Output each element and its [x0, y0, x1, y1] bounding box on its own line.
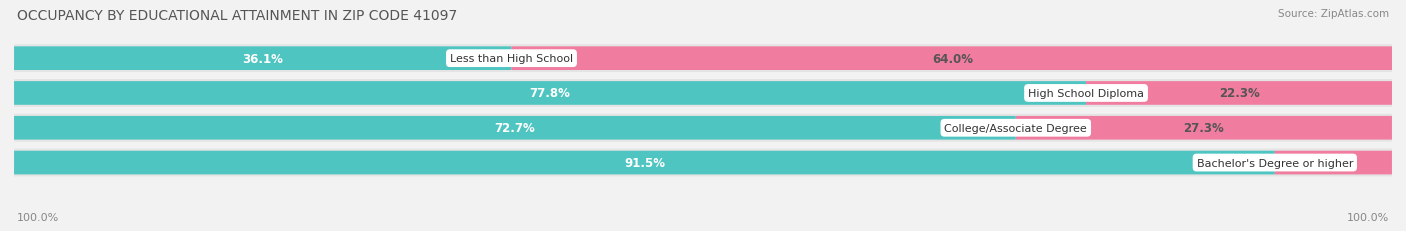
FancyBboxPatch shape — [14, 82, 1085, 105]
FancyBboxPatch shape — [1275, 151, 1392, 175]
Text: Less than High School: Less than High School — [450, 54, 574, 64]
FancyBboxPatch shape — [14, 151, 1275, 175]
FancyBboxPatch shape — [14, 80, 1392, 107]
Text: OCCUPANCY BY EDUCATIONAL ATTAINMENT IN ZIP CODE 41097: OCCUPANCY BY EDUCATIONAL ATTAINMENT IN Z… — [17, 9, 457, 23]
FancyBboxPatch shape — [1015, 116, 1392, 140]
Text: 36.1%: 36.1% — [242, 52, 283, 65]
Text: Bachelor's Degree or higher: Bachelor's Degree or higher — [1197, 158, 1353, 168]
FancyBboxPatch shape — [14, 114, 1392, 142]
FancyBboxPatch shape — [14, 149, 1392, 177]
Text: 100.0%: 100.0% — [17, 212, 59, 222]
FancyBboxPatch shape — [14, 47, 512, 71]
Text: College/Associate Degree: College/Associate Degree — [945, 123, 1087, 133]
FancyBboxPatch shape — [14, 45, 1392, 73]
Text: 72.7%: 72.7% — [495, 122, 536, 135]
Text: High School Diploma: High School Diploma — [1028, 88, 1144, 99]
Text: 64.0%: 64.0% — [932, 52, 973, 65]
FancyBboxPatch shape — [14, 116, 1015, 140]
Text: 77.8%: 77.8% — [530, 87, 571, 100]
Text: 100.0%: 100.0% — [1347, 212, 1389, 222]
Legend: Owner-occupied, Renter-occupied: Owner-occupied, Renter-occupied — [579, 228, 827, 231]
Text: 22.3%: 22.3% — [1219, 87, 1260, 100]
FancyBboxPatch shape — [1085, 82, 1393, 105]
FancyBboxPatch shape — [512, 47, 1393, 71]
Text: 91.5%: 91.5% — [624, 156, 665, 169]
Text: Source: ZipAtlas.com: Source: ZipAtlas.com — [1278, 9, 1389, 19]
Text: 27.3%: 27.3% — [1184, 122, 1225, 135]
